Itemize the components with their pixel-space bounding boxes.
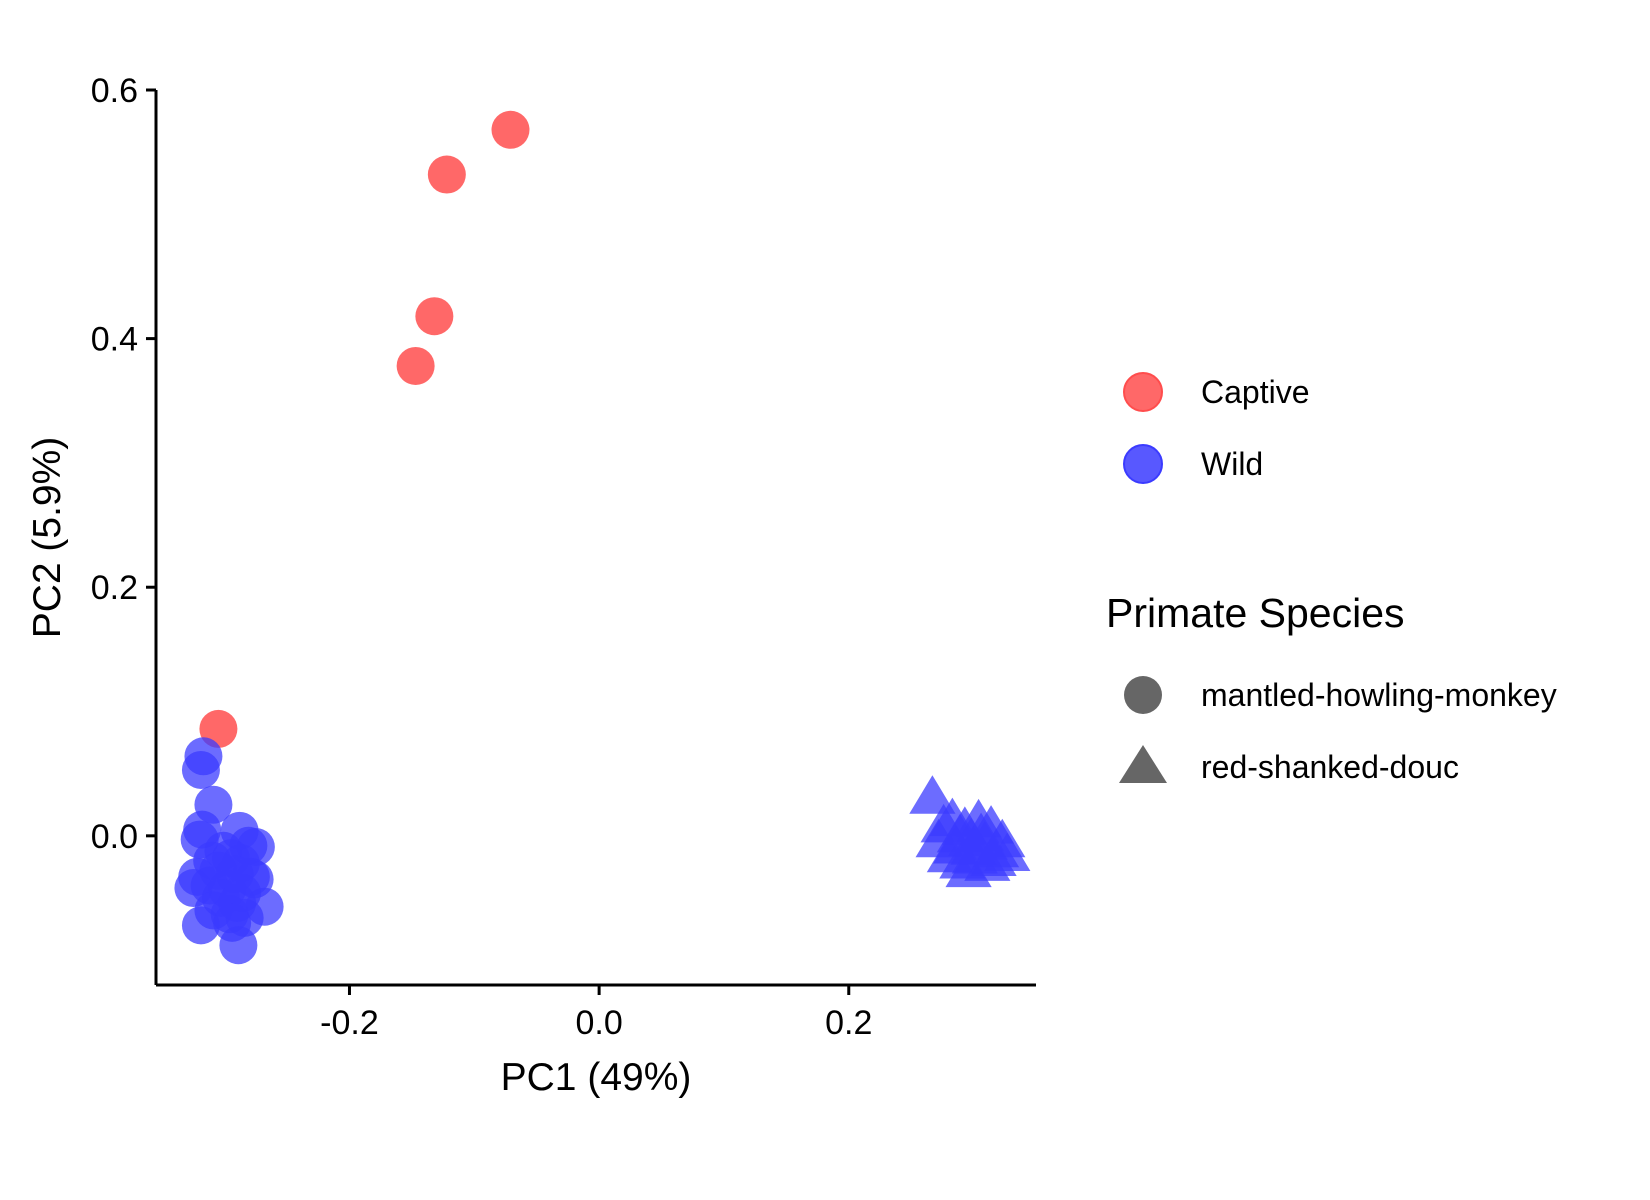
point-circle-captive	[415, 297, 454, 336]
y-axis-ticks: 0.0 0.2 0.4 0.6	[91, 72, 156, 856]
legend-label-wild: Wild	[1201, 446, 1263, 482]
point-circle-captive	[427, 155, 466, 194]
point-circle-captive	[491, 110, 530, 149]
point-triangle-wild	[984, 832, 1031, 871]
y-axis-title: PC2 (5.9%)	[26, 437, 69, 639]
y-tick-label: 0.2	[91, 569, 138, 607]
legend-key-red-shanked-douc	[1119, 745, 1167, 783]
y-tick-label: 0.0	[91, 818, 138, 856]
axes-layer: -0.2 0.0 0.2 0.0 0.2 0.4 0.6	[91, 72, 1036, 1042]
legend-key-captive	[1123, 372, 1163, 412]
legend-label-red-shanked-douc: red-shanked-douc	[1201, 749, 1459, 785]
point-triangle-wild	[945, 848, 992, 888]
x-axis-ticks: -0.2 0.0 0.2	[320, 985, 872, 1042]
point-circle-wild	[219, 926, 258, 965]
legend-label-mantled-howling-monkey: mantled-howling-monkey	[1201, 677, 1557, 713]
point-triangle-wild	[950, 826, 997, 865]
x-tick-label: 0.2	[825, 1004, 872, 1042]
color-legend: Captive Wild	[1123, 372, 1310, 484]
x-axis-title: PC1 (49%)	[501, 1056, 692, 1099]
shape-legend: Primate Species mantled-howling-monkey r…	[1106, 590, 1557, 785]
legend: Captive Wild Primate Species mantled-how…	[1106, 372, 1557, 785]
point-circle-wild	[181, 906, 220, 945]
x-tick-label: -0.2	[320, 1004, 379, 1042]
points-layer	[174, 110, 1031, 965]
point-circle-wild	[181, 750, 220, 789]
legend-key-wild	[1123, 444, 1163, 484]
point-triangle-wild	[909, 775, 956, 814]
point-circle-captive	[396, 346, 435, 385]
legend-key-mantled-howling-monkey	[1124, 676, 1162, 714]
shape-legend-title: Primate Species	[1106, 590, 1405, 636]
legend-label-captive: Captive	[1201, 374, 1310, 410]
y-tick-label: 0.4	[91, 321, 138, 359]
y-tick-label: 0.6	[91, 72, 138, 110]
x-tick-label: 0.0	[575, 1004, 622, 1042]
